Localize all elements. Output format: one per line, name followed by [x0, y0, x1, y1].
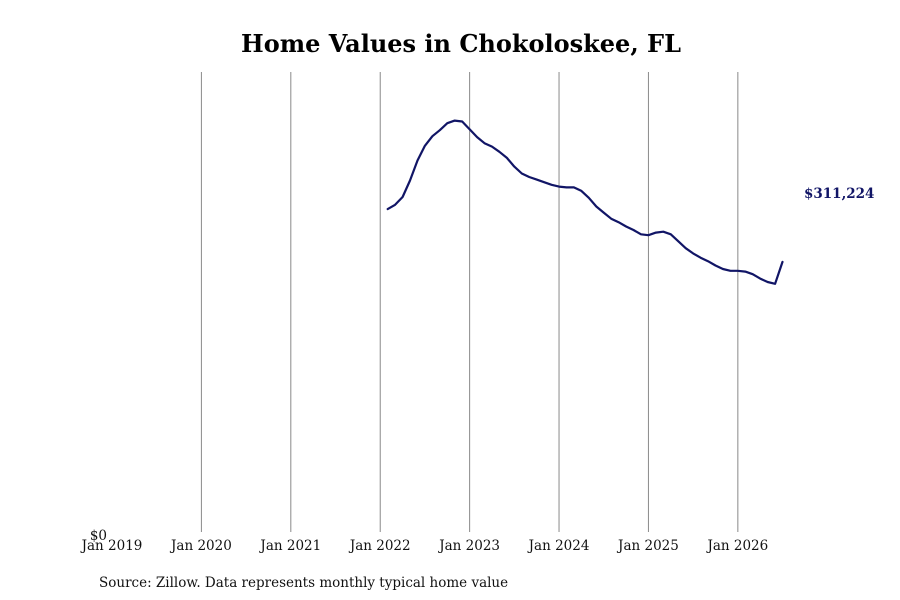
x-tick-label: Jan 2021 [258, 538, 321, 554]
x-tick-label: Jan 2022 [348, 538, 411, 554]
x-tick-label: Jan 2024 [527, 538, 590, 554]
x-tick-label: Jan 2025 [616, 538, 679, 554]
x-axis-ticks: Jan 2019 Jan 2020 Jan 2021 Jan 2022 Jan 2023… [80, 538, 769, 554]
x-tick-label: Jan 2020 [169, 538, 232, 554]
x-tick-label: Jan 2023 [437, 538, 500, 554]
home-value-line [386, 119, 784, 285]
x-tick-label: Jan 2019 [80, 538, 143, 554]
source-note: Source: Zillow. Data represents monthly … [99, 575, 508, 591]
y-tick-label: $0 [90, 528, 107, 544]
gridlines [200, 72, 739, 532]
chart-title: Home Values in Chokoloskee, FL [241, 29, 681, 58]
latest-value-label: $311,224 [804, 186, 874, 202]
x-tick-label: Jan 2026 [705, 538, 768, 554]
